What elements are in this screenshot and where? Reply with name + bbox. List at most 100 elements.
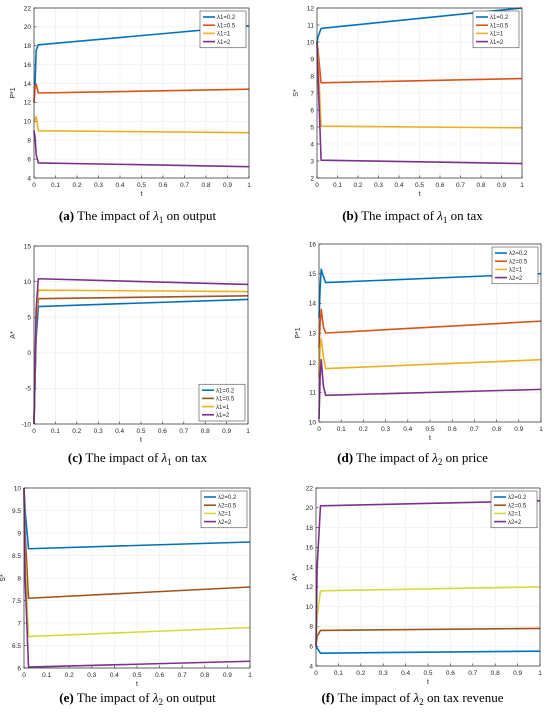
x-tick-label: 0.7: [456, 182, 465, 189]
y-tick-label: 12: [309, 360, 317, 367]
x-tick-label: 0.4: [401, 670, 410, 677]
x-tick-label: 1: [247, 182, 251, 189]
y-tick-label: 6: [310, 107, 314, 114]
x-tick-label: 0.4: [403, 426, 412, 433]
figure-panel-f: 0 0.1 0.2 0.3 0.4 0.5 0.6 0.7 0.8 0.9 1 4 6 8 10 12 14 16…: [275, 476, 550, 714]
x-tick-label: 0.3: [94, 182, 103, 189]
x-tick-label: 0.8: [492, 426, 501, 433]
caption-symbol: λ: [432, 450, 438, 465]
legend-label: λ2=2: [218, 520, 232, 526]
x-tick-label: 0.7: [180, 182, 189, 189]
caption-label: (c): [67, 450, 83, 465]
series-line-1: [316, 7, 523, 43]
legend-label: λ2=0.5: [218, 503, 237, 509]
caption-subscript: 2: [437, 457, 443, 467]
x-tick-label: 0.2: [65, 672, 74, 679]
caption-label: (e): [59, 690, 74, 705]
x-tick-label: 0.1: [337, 426, 346, 433]
y-tick-label: 16: [306, 545, 314, 552]
x-axis-label: t: [140, 437, 142, 444]
caption-symbol: λ: [152, 690, 159, 705]
y-tick-label: 12: [307, 5, 315, 12]
line-chart-b: 0 0.1 0.2 0.3 0.4 0.5 0.6 0.7 0.8 0.9 123456789101…: [293, 5, 524, 198]
caption-symbol: λ: [161, 450, 168, 465]
x-tick-label: 1: [538, 670, 542, 677]
caption-suffix: on output: [166, 690, 216, 705]
legend-label: λ2=1: [218, 512, 232, 518]
series-line-4: [33, 130, 250, 168]
legend-label: λ1=1: [490, 32, 504, 38]
y-tick-label: 4: [310, 141, 314, 148]
series-line-3: [33, 115, 250, 134]
x-tick-label: 0.8: [201, 428, 210, 435]
y-tick-label: 0: [27, 350, 31, 357]
legend-label: λ1=1: [217, 32, 231, 38]
y-tick-label: 22: [24, 5, 32, 12]
x-tick-label: 0.9: [497, 182, 506, 189]
x-tick-label: 0.5: [423, 670, 432, 677]
y-tick-label: 9: [17, 530, 21, 537]
y-tick-label: 10: [14, 485, 22, 492]
caption-prefix: The impact of: [77, 208, 150, 223]
series-line-4: [318, 358, 542, 420]
y-tick-label: 16: [309, 241, 317, 248]
x-tick-label: 0.2: [356, 670, 365, 677]
x-tick-label: 1: [520, 182, 524, 189]
caption-b: (b) The impact of λ1 on tax: [275, 208, 550, 225]
x-tick-label: 0: [317, 426, 321, 433]
legend-label: λ1=0.2: [490, 15, 509, 21]
x-tick-label: 0.9: [222, 428, 231, 435]
x-tick-label: 0.6: [446, 670, 455, 677]
legend-label: λ1=1: [216, 405, 230, 411]
plot-frame: [33, 7, 250, 179]
x-tick-label: 0.2: [359, 426, 368, 433]
x-tick-label: 0.4: [394, 182, 403, 189]
caption-suffix: on price: [445, 450, 488, 465]
caption-prefix: The impact of: [337, 690, 411, 705]
legend: λ2=0.2 λ2=0.5 λ2=1 λ2=2: [490, 490, 538, 529]
y-tick-label: 7: [310, 90, 314, 97]
x-tick-label: 0.5: [415, 182, 424, 189]
line-chart-f: 0 0.1 0.2 0.3 0.4 0.5 0.6 0.7 0.8 0.9 146810121416…: [292, 485, 542, 686]
x-tick-label: 0.3: [94, 428, 103, 435]
legend-label: λ2=2: [509, 276, 523, 282]
series-line-2: [318, 308, 542, 348]
x-tick-label: 0.7: [178, 672, 187, 679]
caption-subscript: 2: [158, 697, 164, 707]
x-tick-label: 0.5: [137, 182, 146, 189]
y-tick-label: 10: [306, 604, 314, 611]
y-tick-label: 15: [24, 243, 32, 250]
series-line-1: [318, 268, 542, 319]
x-tick-label: 0.6: [158, 182, 167, 189]
figure-panel-b: 0 0.1 0.2 0.3 0.4 0.5 0.6 0.7 0.8 0.9 1 2 3 4 5 6 7 8 9 10 1…: [275, 0, 550, 238]
legend: λ2=0.2 λ2=0.5 λ2=1 λ2=2: [200, 490, 248, 529]
y-tick-label: 12: [24, 100, 32, 107]
y-tick-label: 13: [309, 330, 317, 337]
y-tick-label: 8: [309, 624, 313, 631]
y-tick-label: 6: [309, 644, 313, 651]
legend: λ1=0.2 λ1=0.5 λ1=1 λ1=2: [198, 383, 246, 422]
legend-label: λ1=2: [490, 40, 504, 46]
plot-frame: [315, 487, 541, 667]
y-tick-label: 16: [24, 62, 32, 69]
caption-prefix: The impact of: [356, 450, 429, 465]
y-tick-label: -5: [25, 386, 31, 393]
legend-label: λ2=2: [508, 520, 522, 526]
legend-label: λ1=0.2: [216, 388, 235, 394]
x-tick-label: 0.1: [333, 182, 342, 189]
plot-frame: [316, 7, 523, 179]
y-axis-label: A*: [292, 573, 299, 581]
x-tick-label: 0.6: [448, 426, 457, 433]
caption-suffix: on tax: [174, 450, 208, 465]
x-tick-label: 0.2: [353, 182, 362, 189]
caption-prefix: The impact of: [85, 450, 159, 465]
x-tick-label: 0.3: [381, 426, 390, 433]
caption-d: (d) The impact of λ2 on price: [275, 450, 550, 467]
legend-label: λ1=0.5: [216, 397, 235, 403]
x-tick-label: 0.4: [115, 428, 124, 435]
caption-symbol: λ: [413, 690, 420, 705]
y-axis-label: S*: [293, 89, 300, 97]
caption-label: (d): [337, 450, 354, 465]
y-tick-label: 15: [309, 271, 317, 278]
series-line-4: [23, 487, 251, 668]
